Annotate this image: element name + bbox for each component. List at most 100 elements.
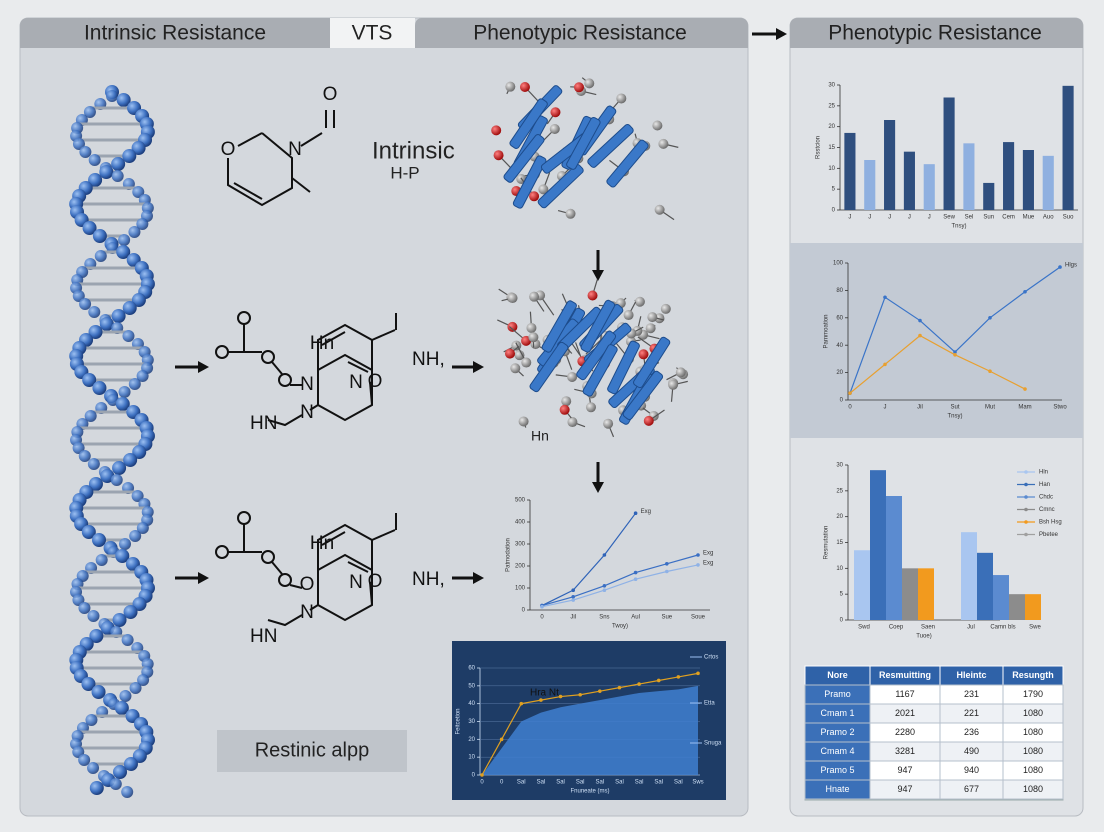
atom [559,404,570,415]
y-tick-label: 25 [836,488,843,494]
bar [923,164,935,210]
x-tick-label: Sun [983,215,994,221]
table-cell-text: 1080 [1023,746,1043,756]
x-tick-label: J [888,215,891,221]
table-cell-text: 677 [964,784,979,794]
x-tick-label: 0 [540,615,544,621]
y-tick-label: 5 [832,187,836,193]
helix-bead [81,525,96,539]
atom [658,138,669,149]
x-tick-label: Stwo [1053,405,1067,411]
x-tick-label: Sut [950,405,959,411]
point [988,369,992,374]
table-header: Hleintc [956,670,986,680]
atom-label: O [221,139,236,160]
point [633,570,638,575]
point [1023,387,1027,391]
button-label[interactable]: Restinic alpp [255,739,370,761]
atom [603,418,614,429]
atom [638,349,649,360]
x-axis-label: Tnsy) [952,224,967,230]
y-tick-label: 30 [836,463,843,469]
button[interactable] [217,730,407,772]
line [541,564,699,608]
table-cell-text: 1167 [895,689,914,699]
atom [528,332,539,343]
helix-bead [79,298,92,310]
atom-label: Hn [310,533,334,554]
table-cell-text: Cmam 4 [820,746,854,756]
atom [518,416,529,427]
atom [567,417,578,428]
helix-bead [131,293,146,307]
point [633,577,638,581]
x-tick-label: 0 [480,780,484,786]
point [633,511,638,515]
table-cell-text: Hnate [825,784,849,794]
atom [585,402,596,413]
helix-bead [132,186,145,198]
helix-bead [128,226,141,238]
y-tick-label: 20 [468,737,475,743]
atom [634,296,645,307]
x-tick-label: Camn bls [990,625,1015,631]
table-cell-text: 236 [964,727,979,737]
atom [529,191,540,202]
atom [616,93,627,104]
ribbon [512,155,547,209]
helix-bead [136,218,149,230]
helix-bead [118,386,131,398]
helix-bead [118,234,131,246]
atom-label: O [368,571,383,592]
helix-bead [78,602,91,614]
atom [549,124,560,135]
helix-bead [123,757,138,771]
x-tick-label: Suo [1063,215,1074,221]
y-axis-label: Rsstcion [816,136,822,159]
point [540,604,544,609]
atom [652,120,663,131]
helix-bead [99,317,114,331]
y-tick-label: 10 [836,566,843,572]
atom-label: NH, [412,349,445,370]
y-tick-label: 80 [836,288,843,294]
bar [902,568,918,620]
atom [507,293,518,304]
legend-dot [1024,482,1028,487]
helix-bead [115,549,130,563]
protein [497,279,689,438]
y-tick-label: 60 [468,666,475,672]
x-tick-label: Sns [599,615,609,621]
legend-label: Chdc [1039,495,1053,501]
helix-bead [119,538,132,550]
x-tick-label: J [868,215,871,221]
helix-bead [111,309,126,323]
ribbon [529,341,569,393]
point [696,553,700,557]
y-tick-label: 25 [828,103,835,109]
point [1058,265,1062,269]
ribbon [606,139,649,188]
helix-bead [83,106,96,118]
line [481,672,699,776]
point [499,737,504,742]
y-tick-label: 30 [468,719,475,725]
helix-bead [72,138,85,150]
x-tick-label: Jil [917,405,923,411]
point [696,671,700,676]
atom [519,82,530,93]
point [918,318,922,323]
table-cell-text: 947 [897,765,912,775]
ribbon [580,299,616,353]
y-tick-label: 300 [515,542,526,548]
helix-bead [109,778,122,790]
helix-bead [92,229,107,243]
tab-label: Phenotypic Resistance [473,22,687,45]
y-tick-label: 200 [515,564,526,570]
y-axis-label: Feitcetion [456,708,462,734]
point [848,391,852,395]
ribbon [576,330,617,381]
x-tick-label: Auo [1043,215,1054,221]
x-tick-label: Jul [967,625,975,631]
